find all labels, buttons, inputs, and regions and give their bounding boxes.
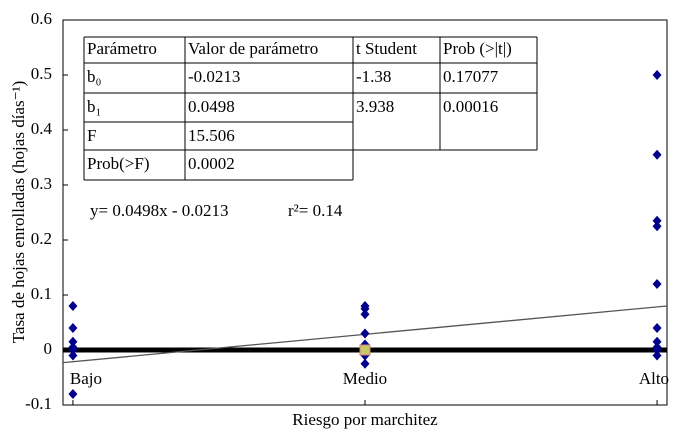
- table-background: [84, 37, 537, 180]
- y-tick-label: 0.1: [31, 284, 52, 303]
- point: [68, 336, 78, 347]
- x-tick-label: Medio: [343, 369, 387, 388]
- table-header: Parámetro: [87, 39, 157, 58]
- point: [359, 344, 371, 356]
- table-cell: Prob(>F): [87, 154, 149, 173]
- table-header: t Student: [356, 39, 417, 58]
- y-tick-label: 0.6: [31, 9, 52, 28]
- table-cell: 0.00016: [443, 97, 498, 116]
- point: [360, 328, 370, 339]
- point: [360, 303, 370, 314]
- point: [68, 323, 78, 333]
- table-header: Valor de parámetro: [188, 39, 318, 58]
- table-cell: b₁: [87, 97, 101, 116]
- table-cell: F: [87, 126, 96, 145]
- table-cell: 15.506: [188, 126, 235, 145]
- point: [652, 221, 662, 232]
- point: [652, 336, 662, 347]
- point: [68, 389, 78, 399]
- point: [652, 149, 662, 160]
- point: [652, 350, 662, 361]
- point: [68, 345, 78, 355]
- point: [652, 323, 662, 333]
- table-cell: -0.0213: [188, 67, 240, 86]
- r-squared: r²= 0.14: [288, 201, 343, 220]
- table-cell: -1.38: [356, 67, 391, 86]
- y-tick-label: -0.1: [25, 394, 52, 413]
- table-header: Prob (>|t|): [443, 39, 512, 58]
- table-cell: 0.0498: [188, 97, 235, 116]
- point: [68, 350, 78, 361]
- table-cell: b₀: [87, 67, 102, 86]
- point: [68, 301, 78, 311]
- y-axis-label: Tasa de hojas enrolladas (hojas días⁻¹): [9, 81, 28, 344]
- point: [360, 309, 370, 320]
- point: [652, 215, 662, 226]
- point: [652, 279, 662, 289]
- y-tick-label: 0.3: [31, 174, 52, 193]
- x-axis-label: Riesgo por marchitez: [292, 410, 438, 429]
- x-tick-label: Bajo: [70, 369, 102, 388]
- equation: y= 0.0498x - 0.0213: [90, 201, 229, 220]
- y-tick-label: 0.5: [31, 64, 52, 83]
- table-cell: 0.17077: [443, 67, 499, 86]
- table-cell: 3.938: [356, 97, 394, 116]
- y-tick-label: 0: [44, 339, 53, 358]
- point: [360, 358, 370, 369]
- table-cell: 0.0002: [188, 154, 235, 173]
- y-tick-label: 0.4: [31, 119, 53, 138]
- point: [652, 345, 662, 355]
- x-tick-label: Alto: [639, 369, 669, 388]
- point: [652, 70, 662, 80]
- y-tick-label: 0.2: [31, 229, 52, 248]
